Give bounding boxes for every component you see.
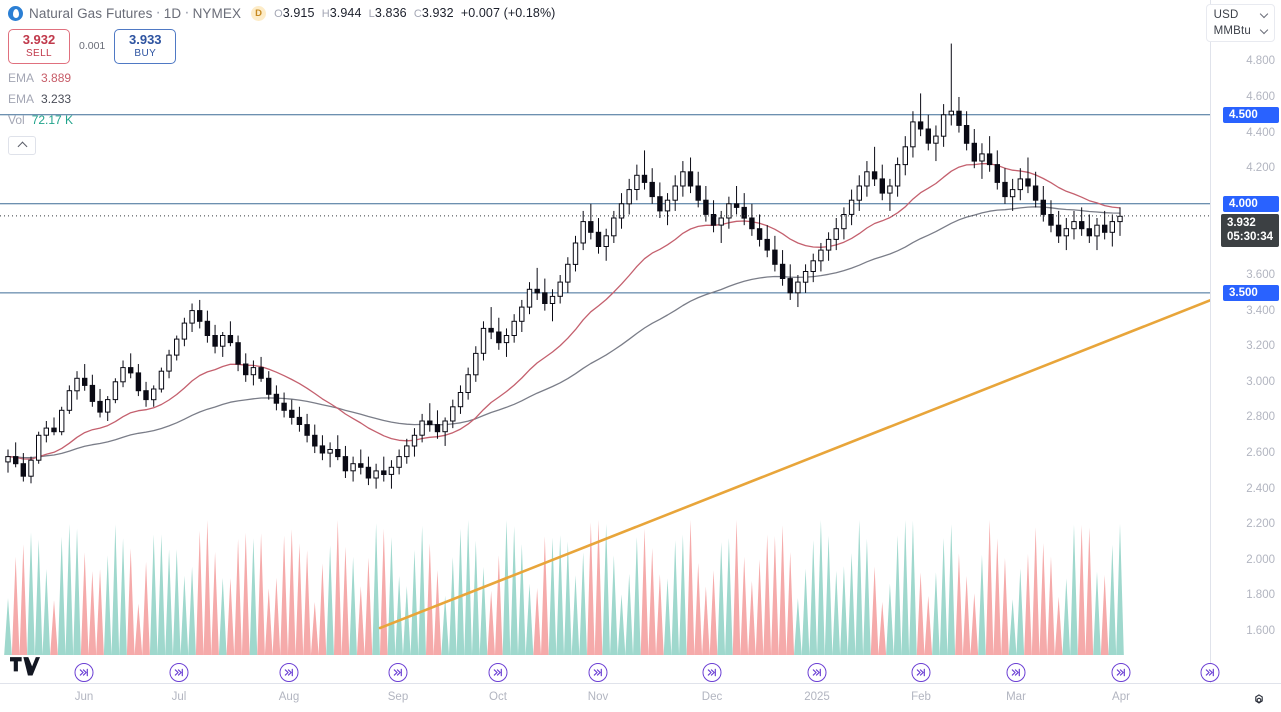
price-tick: 2.400 (1246, 482, 1275, 495)
buy-label: BUY (134, 47, 157, 59)
last-price-badge[interactable]: 3.932 05:30:34 (1220, 213, 1279, 247)
jump-to-date-icon[interactable] (488, 663, 508, 682)
close-label: C (413, 8, 422, 20)
jump-to-date-icon[interactable] (74, 663, 94, 682)
high-label: H (321, 8, 330, 20)
jump-to-date-icon[interactable] (1111, 663, 1131, 682)
sell-price: 3.932 (22, 32, 56, 47)
currency-dropdown[interactable]: USD (1209, 7, 1272, 23)
high-value: 3.944 (329, 6, 362, 20)
time-tick: Aug (278, 691, 300, 703)
chart-canvas[interactable] (0, 0, 1211, 684)
jump-to-date-icon[interactable] (807, 663, 827, 682)
measure-value: MMBtu (1213, 25, 1251, 37)
currency-value: USD (1213, 9, 1239, 21)
price-tick: 1.600 (1246, 625, 1275, 638)
price-tick: 4.400 (1246, 126, 1275, 139)
price-tick: 1.800 (1246, 589, 1275, 602)
price-tick: 4.200 (1246, 162, 1275, 175)
sell-label: SELL (25, 47, 53, 59)
interval-badge-icon[interactable]: D (251, 5, 267, 21)
change-value: +0.007 (+0.18%) (460, 6, 556, 20)
open-label: O (274, 8, 283, 20)
chart-legend: Natural Gas Futures · 1D · NYMEX D O3.91… (8, 3, 555, 155)
countdown-timer: 05:30:34 (1226, 230, 1273, 243)
indicator-value: 3.233 (41, 91, 72, 106)
open-value: 3.915 (282, 6, 315, 20)
jump-to-date-icon[interactable] (588, 663, 608, 682)
price-tick: 2.600 (1246, 447, 1275, 460)
indicator-list: EMA 3.889 EMA 3.233 Vol 72.17 K (8, 71, 555, 127)
indicator-name: Vol (8, 112, 25, 127)
indicator-value: 3.889 (41, 70, 72, 85)
separator-dot-1: · (155, 4, 161, 21)
symbol-row[interactable]: Natural Gas Futures · 1D · NYMEX D O3.91… (8, 3, 555, 23)
time-tick: Apr (1112, 691, 1130, 703)
chart-graphics (0, 43, 1211, 655)
ohlc-values: O3.915 H3.944 L3.836 C3.932 +0.007 (+0.1… (274, 6, 555, 20)
chevron-down-icon-currency (1259, 9, 1269, 19)
symbol-name[interactable]: Natural Gas Futures (29, 5, 153, 21)
time-tick: Mar (1006, 691, 1026, 703)
sell-button[interactable]: 3.932 SELL (8, 29, 70, 64)
jump-to-date-icon[interactable] (169, 663, 189, 682)
low-value: 3.836 (374, 6, 407, 20)
price-axis[interactable]: 4.8004.6004.4004.2003.8003.6003.4003.200… (1210, 0, 1281, 684)
price-line-badge[interactable]: 4.000 (1223, 195, 1279, 212)
price-tick: 3.400 (1246, 304, 1275, 317)
price-tick: 2.800 (1246, 411, 1275, 424)
price-tick: 3.200 (1246, 340, 1275, 353)
symbol-exchange[interactable]: NYMEX (192, 5, 242, 21)
price-tick: 2.200 (1246, 518, 1275, 531)
buy-sell-row: 3.932 SELL 0.001 3.933 BUY (8, 29, 555, 64)
time-tick: Jun (74, 691, 94, 703)
tradingview-logo (10, 657, 40, 676)
low-label: L (368, 8, 375, 20)
natural-gas-flame-icon (8, 5, 23, 21)
indicator-row[interactable]: EMA 3.889 (8, 71, 555, 85)
indicator-value: 72.17 K (31, 112, 74, 127)
jump-to-date-icon[interactable] (388, 663, 408, 682)
collapse-legend-button[interactable] (8, 135, 36, 155)
jump-to-date-icon[interactable] (1006, 663, 1026, 682)
unit-selector: USD MMBtu (1205, 4, 1275, 42)
time-tick: Jul (171, 691, 187, 703)
gear-icon[interactable] (1251, 692, 1267, 708)
symbol-interval[interactable]: 1D (163, 5, 182, 21)
measure-dropdown[interactable]: MMBtu (1209, 23, 1272, 39)
buy-price: 3.933 (129, 32, 162, 47)
jump-to-date-icon[interactable] (279, 663, 299, 682)
chevron-up-icon (17, 141, 27, 152)
price-tick: 4.800 (1246, 55, 1275, 68)
time-axis[interactable]: Jun Jul Aug Sep Oct Nov Dec 2025 Feb Mar Apr (0, 663, 1281, 712)
price-tick: 4.600 (1246, 90, 1275, 103)
price-line-badge[interactable]: 4.500 (1223, 106, 1279, 123)
price-tick: 2.000 (1246, 553, 1275, 566)
indicator-row[interactable]: EMA 3.233 (8, 92, 555, 106)
jump-to-date-icon[interactable] (702, 663, 722, 682)
last-price-value: 3.932 (1226, 216, 1256, 229)
close-value: 3.932 (421, 6, 454, 20)
price-line-badge[interactable]: 3.500 (1223, 284, 1279, 301)
spread-value: 0.001 (79, 40, 106, 53)
indicator-name: EMA (8, 70, 35, 85)
buy-button[interactable]: 3.933 BUY (114, 29, 177, 64)
indicator-name: EMA (8, 91, 35, 106)
indicator-row[interactable]: Vol 72.17 K (8, 113, 555, 127)
time-tick: Sep (387, 691, 409, 703)
time-tick: Nov (587, 691, 609, 703)
time-tick: Dec (701, 691, 723, 703)
jump-to-date-icon-edge[interactable] (1200, 663, 1220, 682)
time-tick: Feb (911, 691, 931, 703)
separator-dot-2: · (184, 4, 190, 21)
jump-to-date-icon[interactable] (911, 663, 931, 682)
price-tick: 3.000 (1246, 375, 1275, 388)
time-tick: 2025 (804, 691, 830, 703)
chevron-down-icon-measure (1259, 25, 1269, 35)
time-tick: Oct (489, 691, 507, 703)
price-tick: 3.600 (1246, 269, 1275, 281)
